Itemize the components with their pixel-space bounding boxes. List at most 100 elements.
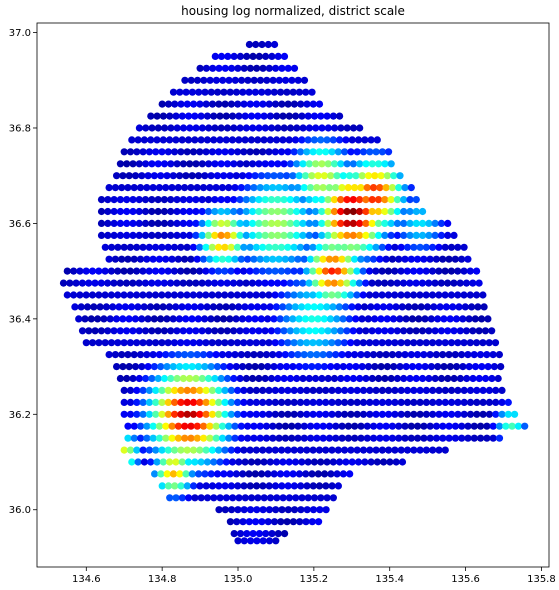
data-point [387, 231, 395, 239]
data-point [406, 327, 414, 335]
data-point [444, 327, 452, 335]
data-point [348, 136, 356, 144]
data-point [309, 386, 317, 394]
data-point [315, 446, 323, 454]
data-point [387, 374, 395, 383]
data-point [261, 327, 269, 335]
data-point [341, 446, 349, 454]
data-point [87, 315, 95, 323]
data-point [367, 303, 375, 311]
data-point [459, 363, 467, 371]
data-point [323, 303, 331, 311]
data-point [349, 124, 358, 132]
data-point [308, 315, 316, 323]
data-point [233, 518, 241, 526]
data-point [344, 422, 352, 430]
data-point [196, 267, 204, 275]
data-point [225, 184, 233, 192]
data-point [271, 40, 279, 49]
data-point [464, 422, 472, 430]
data-point [313, 422, 321, 430]
data-point [390, 172, 398, 180]
data-point [363, 351, 371, 359]
data-point [339, 363, 347, 371]
data-point [343, 124, 351, 132]
data-point [358, 363, 366, 371]
data-point [382, 434, 390, 442]
data-point [284, 446, 292, 454]
data-point [504, 410, 512, 418]
data-point [498, 398, 506, 406]
data-point [177, 339, 185, 347]
data-point [134, 303, 142, 311]
data-point [215, 446, 223, 454]
data-point [183, 386, 191, 394]
data-point [253, 482, 261, 490]
data-point [123, 374, 131, 383]
data-point [453, 363, 461, 371]
data-point [190, 303, 199, 311]
data-point [372, 243, 380, 251]
data-point [168, 184, 176, 192]
data-point [144, 315, 152, 323]
data-point [124, 255, 132, 263]
data-point [431, 374, 439, 383]
data-point [253, 64, 261, 72]
data-point [151, 267, 160, 275]
data-point [291, 303, 299, 311]
data-point [276, 363, 284, 371]
data-point [216, 458, 224, 466]
data-points [59, 40, 529, 545]
data-point [318, 279, 326, 287]
data-point [217, 327, 225, 335]
data-point [141, 196, 150, 204]
data-point [257, 172, 265, 180]
data-point [460, 410, 468, 418]
data-point [271, 398, 279, 406]
data-point [173, 279, 181, 287]
data-point [402, 363, 410, 371]
data-point [290, 243, 298, 251]
data-point [227, 482, 235, 490]
data-point [265, 386, 273, 394]
data-point [191, 458, 199, 466]
data-point [422, 446, 430, 454]
data-point [218, 422, 227, 430]
data-point [470, 422, 478, 430]
data-point [432, 255, 440, 263]
data-point [139, 291, 147, 299]
data-point [197, 112, 205, 120]
data-point [302, 518, 310, 526]
data-point [431, 231, 439, 239]
data-point [400, 207, 408, 216]
data-point [271, 410, 279, 418]
data-point [333, 363, 341, 371]
data-point [131, 363, 140, 371]
data-point [259, 398, 267, 406]
data-point [447, 267, 455, 275]
data-point [120, 398, 128, 406]
data-point [142, 374, 150, 383]
data-point [426, 434, 434, 442]
data-point [78, 327, 87, 335]
y-tick-label: 36.8 [9, 123, 31, 134]
data-point [120, 243, 128, 251]
data-point [422, 243, 430, 251]
data-point [329, 458, 337, 466]
data-point [324, 279, 332, 287]
data-point [356, 374, 364, 383]
data-point [230, 374, 238, 383]
data-point [170, 339, 178, 347]
data-point [359, 291, 367, 299]
data-point [445, 422, 453, 430]
data-point [181, 422, 189, 430]
data-point [460, 291, 468, 299]
x-tick-label: 135.6 [451, 574, 480, 585]
data-point [193, 422, 201, 430]
data-point [130, 184, 138, 192]
data-point [244, 434, 252, 442]
data-point [172, 136, 180, 144]
data-point [228, 136, 237, 144]
data-point [292, 112, 300, 120]
data-point [337, 231, 345, 239]
